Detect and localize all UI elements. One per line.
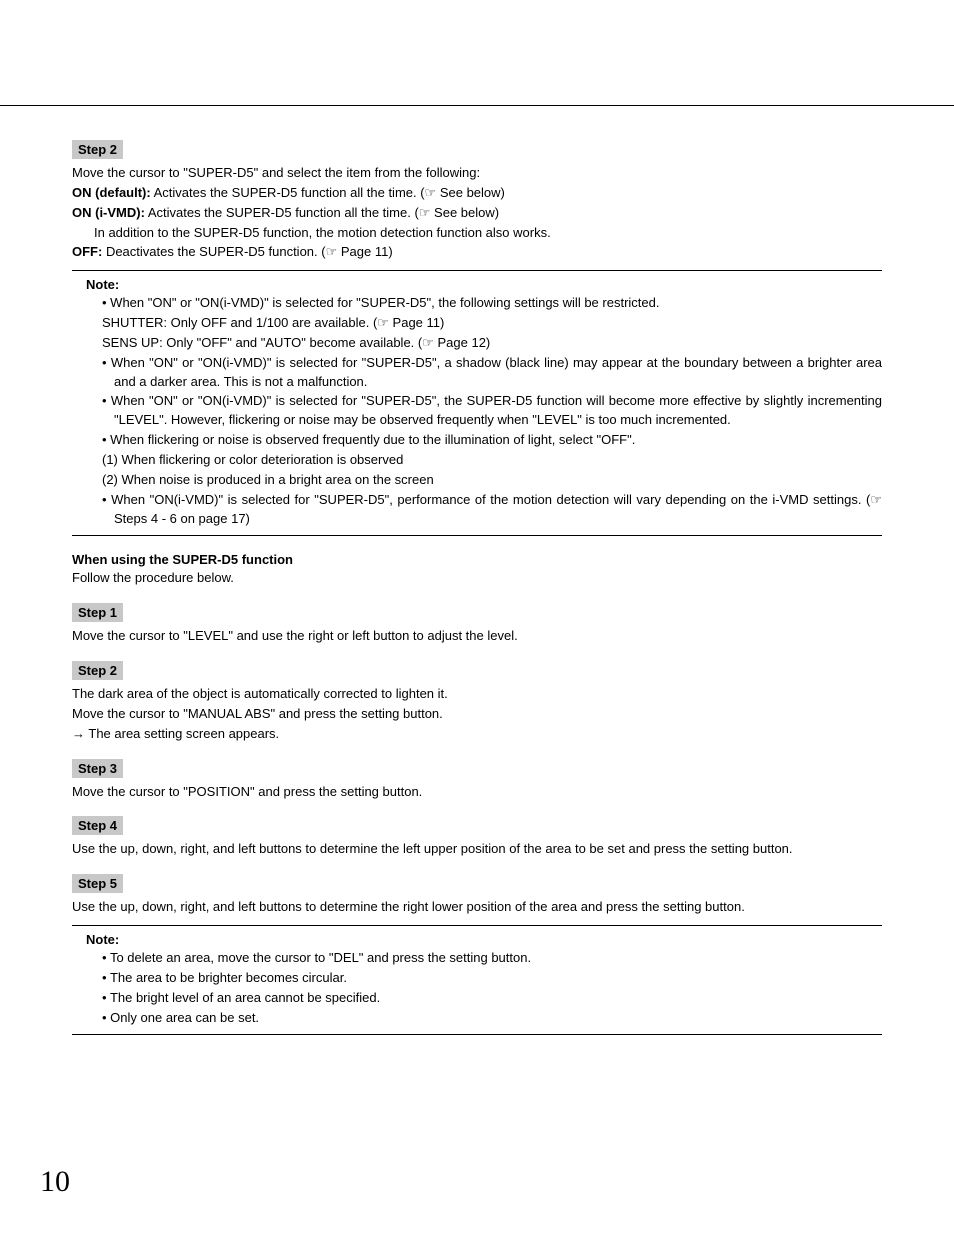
step-2-intro: Move the cursor to "SUPER-D5" and select…	[72, 164, 882, 183]
step-4-text: Use the up, down, right, and left button…	[72, 840, 882, 859]
note-1-list-cont2: When "ON(i-VMD)" is selected for "SUPER-…	[72, 491, 882, 529]
step-1-text: Move the cursor to "LEVEL" and use the r…	[72, 627, 882, 646]
note-1-item-1: When "ON" or "ON(i-VMD)" is selected for…	[102, 294, 882, 313]
note-1-item-1-sub-2: SENS UP: Only "OFF" and "AUTO" become av…	[72, 334, 882, 353]
note-2-item-1: To delete an area, move the cursor to "D…	[102, 949, 882, 968]
note-2-item-3: The bright level of an area cannot be sp…	[102, 989, 882, 1008]
step-5-label: Step 5	[72, 874, 123, 893]
on-ivmd-bold: ON (i-VMD):	[72, 205, 145, 220]
step-4-label: Step 4	[72, 816, 123, 835]
note-1-item-4: When flickering or noise is observed fre…	[102, 431, 882, 450]
step-2-label-b: Step 2	[72, 661, 123, 680]
step-2-line-3: → The area setting screen appears.	[72, 725, 882, 744]
off-rest: Deactivates the SUPER-D5 function. (☞ Pa…	[102, 244, 392, 259]
step-2-line-2: Move the cursor to "MANUAL ABS" and pres…	[72, 705, 882, 724]
note-1-item-4-sub-1: (1) When flickering or color deteriorati…	[72, 451, 882, 470]
note-1-item-2: When "ON" or "ON(i-VMD)" is selected for…	[102, 354, 882, 392]
section-intro: Follow the procedure below.	[72, 569, 882, 588]
on-ivmd-subline: In addition to the SUPER-D5 function, th…	[72, 224, 882, 243]
note-box-2: Note: To delete an area, move the cursor…	[72, 925, 882, 1035]
note-box-1: Note: When "ON" or "ON(i-VMD)" is select…	[72, 270, 882, 536]
top-horizontal-rule	[0, 105, 954, 106]
page-number: 10	[40, 1165, 70, 1199]
note-1-list: When "ON" or "ON(i-VMD)" is selected for…	[72, 294, 882, 313]
on-default-rest: Activates the SUPER-D5 function all the …	[151, 185, 505, 200]
note-1-list-cont: When "ON" or "ON(i-VMD)" is selected for…	[72, 354, 882, 450]
on-default-line: ON (default): Activates the SUPER-D5 fun…	[72, 184, 882, 203]
on-ivmd-rest: Activates the SUPER-D5 function all the …	[145, 205, 499, 220]
note-1-title: Note:	[72, 277, 882, 292]
step-2-line-1: The dark area of the object is automatic…	[72, 685, 882, 704]
off-line: OFF: Deactivates the SUPER-D5 function. …	[72, 243, 882, 262]
note-1-item-5: When "ON(i-VMD)" is selected for "SUPER-…	[102, 491, 882, 529]
note-2-list: To delete an area, move the cursor to "D…	[72, 949, 882, 1027]
note-1-item-3: When "ON" or "ON(i-VMD)" is selected for…	[102, 392, 882, 430]
step-5-text: Use the up, down, right, and left button…	[72, 898, 882, 917]
note-2-item-2: The area to be brighter becomes circular…	[102, 969, 882, 988]
page-content: Step 2 Move the cursor to "SUPER-D5" and…	[72, 126, 882, 1035]
document-page: Step 2 Move the cursor to "SUPER-D5" and…	[0, 0, 954, 1235]
step-1-label: Step 1	[72, 603, 123, 622]
note-1-item-1-sub-1: SHUTTER: Only OFF and 1/100 are availabl…	[72, 314, 882, 333]
step-3-label: Step 3	[72, 759, 123, 778]
on-default-bold: ON (default):	[72, 185, 151, 200]
note-1-item-4-sub-2: (2) When noise is produced in a bright a…	[72, 471, 882, 490]
section-heading: When using the SUPER-D5 function	[72, 552, 882, 567]
step-3-text: Move the cursor to "POSITION" and press …	[72, 783, 882, 802]
step-2-label: Step 2	[72, 140, 123, 159]
on-ivmd-line: ON (i-VMD): Activates the SUPER-D5 funct…	[72, 204, 882, 223]
note-2-item-4: Only one area can be set.	[102, 1009, 882, 1028]
note-2-title: Note:	[72, 932, 882, 947]
off-bold: OFF:	[72, 244, 102, 259]
